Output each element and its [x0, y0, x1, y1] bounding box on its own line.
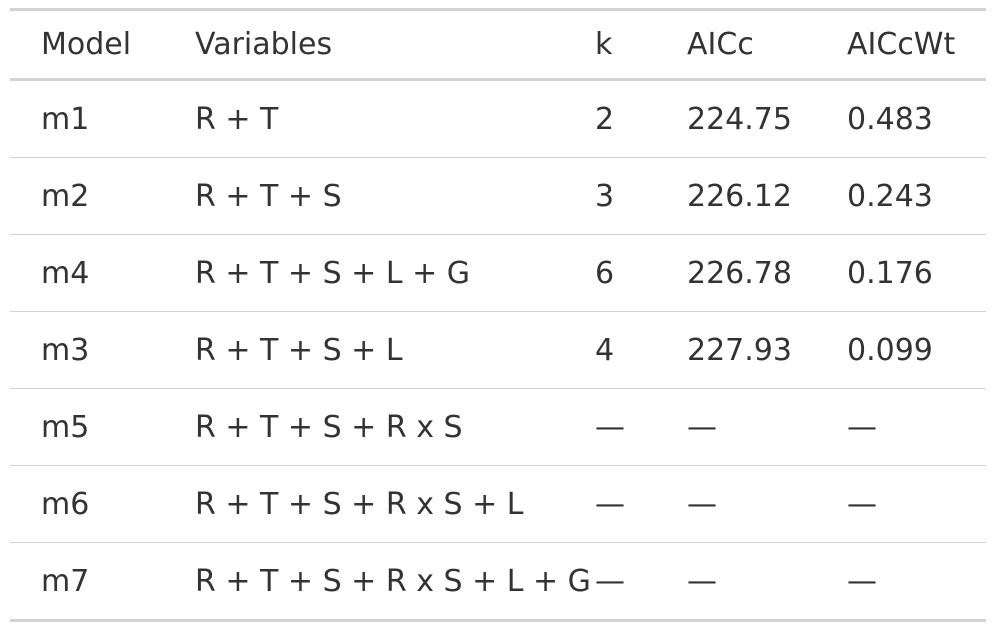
table-row: m1 R + T 2 224.75 0.483	[10, 80, 986, 158]
header-aiccwt: AICcWt	[816, 9, 986, 81]
cell-model: m1	[41, 101, 90, 137]
header-row: Model Variables k AICc AICcWt	[10, 9, 986, 81]
table-row: m3 R + T + S + L 4 227.93 0.099	[10, 311, 986, 389]
cell-k: 2	[595, 101, 615, 137]
cell-model: m7	[10, 542, 163, 621]
cell-aicc: 224.75	[687, 101, 792, 137]
cell-model: m2	[10, 157, 163, 235]
cell-variables: R + T + S + R x S	[163, 388, 565, 466]
cell-model: m3	[10, 311, 163, 389]
header-variables: Variables	[163, 9, 565, 81]
header-model: Model	[10, 9, 163, 81]
table-row: m6 R + T + S + R x S + L — — —	[10, 465, 986, 543]
cell-k: —	[565, 465, 656, 543]
table-row: m2 R + T + S 3 226.12 0.243	[10, 157, 986, 235]
cell-model: m5	[10, 388, 163, 466]
table-body: m1 R + T 2 224.75 0.483 m2 R + T + S 3 2…	[10, 80, 986, 621]
cell-aicc: 226.12	[656, 157, 816, 235]
header-k: k	[565, 9, 656, 81]
cell-variables: R + T + S + R x S + L	[163, 465, 565, 543]
cell-k: —	[565, 388, 656, 466]
cell-variables: R + T + S + L + G	[163, 234, 565, 312]
cell-aiccwt: 0.099	[816, 311, 986, 389]
cell-aicc: —	[656, 465, 816, 543]
cell-aicc: —	[656, 388, 816, 466]
model-selection-table: Model Variables k AICc AICcWt m1 R + T 2…	[10, 8, 986, 622]
cell-aicc: —	[656, 542, 816, 621]
cell-aicc: 227.93	[656, 311, 816, 389]
cell-aiccwt: 0.243	[816, 157, 986, 235]
model-selection-table-container: Model Variables k AICc AICcWt m1 R + T 2…	[10, 8, 986, 622]
cell-variables: R + T + S + R x S + L + G	[163, 542, 591, 621]
cell-k: —	[565, 542, 656, 621]
cell-variables: R + T + S + L	[163, 311, 565, 389]
table-row: m7 R + T + S + R x S + L + G — — —	[10, 542, 986, 621]
table-row: m4 R + T + S + L + G 6 226.78 0.176	[10, 234, 986, 312]
cell-k: 3	[565, 157, 656, 235]
cell-aiccwt: 0.176	[816, 234, 986, 312]
cell-aiccwt: 0.483	[847, 101, 933, 137]
cell-aiccwt: —	[816, 542, 986, 621]
cell-aiccwt: —	[816, 465, 986, 543]
table-header: Model Variables k AICc AICcWt	[10, 9, 986, 81]
cell-aiccwt: —	[816, 388, 986, 466]
cell-variables: R + T	[195, 101, 279, 137]
table-row: m5 R + T + S + R x S — — —	[10, 388, 986, 466]
header-aicc: AICc	[656, 9, 816, 81]
cell-variables: R + T + S	[163, 157, 565, 235]
cell-k: 4	[565, 311, 656, 389]
cell-model: m6	[10, 465, 163, 543]
cell-aicc: 226.78	[656, 234, 816, 312]
cell-model: m4	[10, 234, 163, 312]
cell-k: 6	[565, 234, 656, 312]
